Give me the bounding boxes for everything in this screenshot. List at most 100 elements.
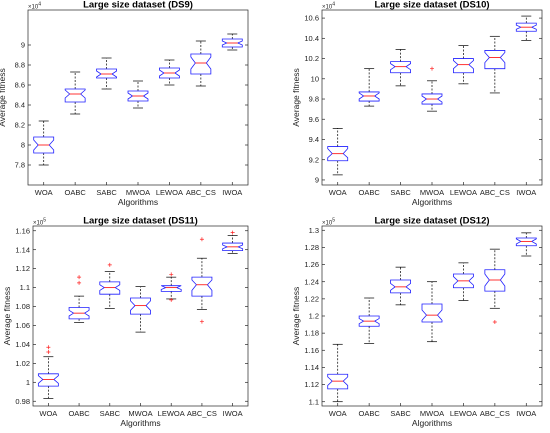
notched-box bbox=[127, 90, 149, 102]
axis-exponent-base: ×10 bbox=[322, 221, 333, 227]
notched-box bbox=[421, 303, 443, 323]
box-SABC bbox=[390, 49, 411, 87]
x-tick-label: ABC_CS bbox=[480, 409, 510, 418]
y-tick-label: 8.8 bbox=[15, 61, 25, 70]
y-tick-label: 1.26 bbox=[304, 260, 319, 269]
notched-box bbox=[221, 38, 243, 48]
box-LEWOA bbox=[160, 272, 182, 302]
axis-exponent-power: 4 bbox=[332, 2, 335, 8]
axis-exponent-power: 5 bbox=[332, 218, 335, 224]
y-tick-label: 1.08 bbox=[15, 302, 30, 311]
x-tick-label: SABC bbox=[96, 188, 117, 197]
chart-panel-4: Large size dataset (DS12) 1.1 1.12 1.14 1.16… bbox=[291, 216, 543, 428]
x-tick-label: MWOA bbox=[128, 409, 152, 418]
box-OABC bbox=[68, 275, 90, 323]
y-tick-label: 1.1 bbox=[20, 283, 30, 292]
y-tick-label: 10 bbox=[311, 74, 319, 83]
y-tick-label: 1.02 bbox=[15, 359, 30, 368]
x-tick-label: WOA bbox=[39, 409, 57, 418]
axis-exponent: ×104 bbox=[28, 2, 41, 11]
x-tick-label: LEWOA bbox=[158, 409, 185, 418]
outlier-marker bbox=[169, 297, 174, 302]
y-tick-label: 1.04 bbox=[15, 340, 30, 349]
notched-box bbox=[453, 58, 474, 74]
notched-box bbox=[390, 61, 411, 74]
y-tick-label: 1.16 bbox=[15, 226, 30, 235]
box-WOA bbox=[33, 120, 55, 166]
chart-title: Large size dataset (DS10) bbox=[374, 0, 489, 11]
axis-exponent-base: ×10 bbox=[33, 221, 44, 227]
outlier-marker bbox=[230, 230, 235, 235]
x-tick-label: LEWOA bbox=[450, 188, 477, 197]
chart-title: Large size dataset (DS11) bbox=[83, 216, 198, 227]
notched-box bbox=[390, 279, 411, 294]
box-ABC_CS bbox=[484, 248, 506, 324]
x-axis-label: Algorithms bbox=[118, 197, 158, 207]
box-LEWOA bbox=[453, 262, 474, 301]
box-ABC_CS bbox=[484, 35, 506, 94]
x-tick-label: IWOA bbox=[222, 188, 242, 197]
box-WOA bbox=[37, 345, 59, 399]
box-OABC bbox=[64, 71, 86, 115]
notched-box bbox=[358, 315, 380, 327]
box-ABC_CS bbox=[191, 237, 213, 324]
chart-panel-3: Large size dataset (DS11) 0.98 1 1.02 1.04 1.… bbox=[2, 216, 249, 428]
y-tick-label: 1.22 bbox=[304, 294, 319, 303]
box-LEWOA bbox=[159, 59, 180, 86]
y-tick-label: 1.2 bbox=[309, 312, 319, 321]
notched-box bbox=[33, 136, 55, 154]
x-tick-label: OABC bbox=[65, 188, 87, 197]
y-tick-label: 8 bbox=[21, 141, 25, 150]
y-tick-label: 1.12 bbox=[304, 380, 319, 389]
notched-box bbox=[160, 285, 182, 292]
notched-box bbox=[130, 297, 151, 315]
outlier-marker bbox=[46, 345, 51, 350]
x-tick-label: MWOA bbox=[420, 188, 444, 197]
chart-panel-1: Large size dataset (DS9) 7.8 8 8.2 8.4 8.6 8.8… bbox=[0, 0, 249, 207]
y-tick-label: 1.14 bbox=[15, 245, 30, 254]
outlier-marker bbox=[430, 66, 434, 71]
x-tick-label: LEWOA bbox=[450, 409, 477, 418]
y-tick-label: 9.6 bbox=[309, 115, 319, 124]
y-axis-label: Average fitness bbox=[0, 68, 7, 126]
box-WOA bbox=[327, 343, 349, 403]
notched-box bbox=[68, 307, 90, 320]
notched-box bbox=[484, 50, 506, 70]
y-tick-label: 1.12 bbox=[15, 264, 30, 273]
x-tick-label: LEWOA bbox=[156, 188, 183, 197]
notched-box bbox=[37, 373, 59, 387]
axis-exponent-power: 4 bbox=[38, 2, 41, 8]
outlier-marker bbox=[46, 350, 51, 354]
x-tick-label: SABC bbox=[100, 409, 121, 418]
notched-box bbox=[515, 22, 537, 32]
y-tick-label: 10.4 bbox=[304, 34, 319, 43]
notched-box bbox=[484, 269, 506, 292]
outlier-marker bbox=[77, 275, 82, 280]
outlier-marker bbox=[199, 237, 204, 242]
notched-box bbox=[421, 93, 443, 105]
x-tick-label: MWOA bbox=[420, 409, 444, 418]
y-tick-label: 9.2 bbox=[309, 155, 319, 164]
box-MWOA bbox=[127, 80, 149, 109]
y-tick-label: 8.2 bbox=[15, 121, 25, 130]
y-tick-label: 1.18 bbox=[304, 329, 319, 338]
notched-box bbox=[515, 237, 537, 247]
x-tick-label: OABC bbox=[359, 409, 381, 418]
notched-box bbox=[159, 67, 180, 79]
axis-exponent-power: 5 bbox=[43, 218, 46, 224]
box-SABC bbox=[99, 262, 121, 309]
notched-box bbox=[191, 276, 213, 297]
x-tick-label: ABC_CS bbox=[187, 409, 217, 418]
chart-title: Large size dataset (DS12) bbox=[374, 216, 489, 227]
y-tick-label: 1.28 bbox=[304, 243, 319, 252]
plot-area bbox=[27, 9, 249, 186]
x-tick-label: WOA bbox=[329, 409, 347, 418]
outlier-marker bbox=[199, 319, 204, 324]
notched-box bbox=[99, 281, 121, 295]
x-axis-label: Algorithms bbox=[120, 418, 160, 428]
x-tick-label: ABC_CS bbox=[480, 188, 510, 197]
axis-exponent: ×105 bbox=[33, 218, 46, 227]
axis-exponent-base: ×10 bbox=[28, 5, 39, 11]
x-tick-label: OABC bbox=[68, 409, 90, 418]
